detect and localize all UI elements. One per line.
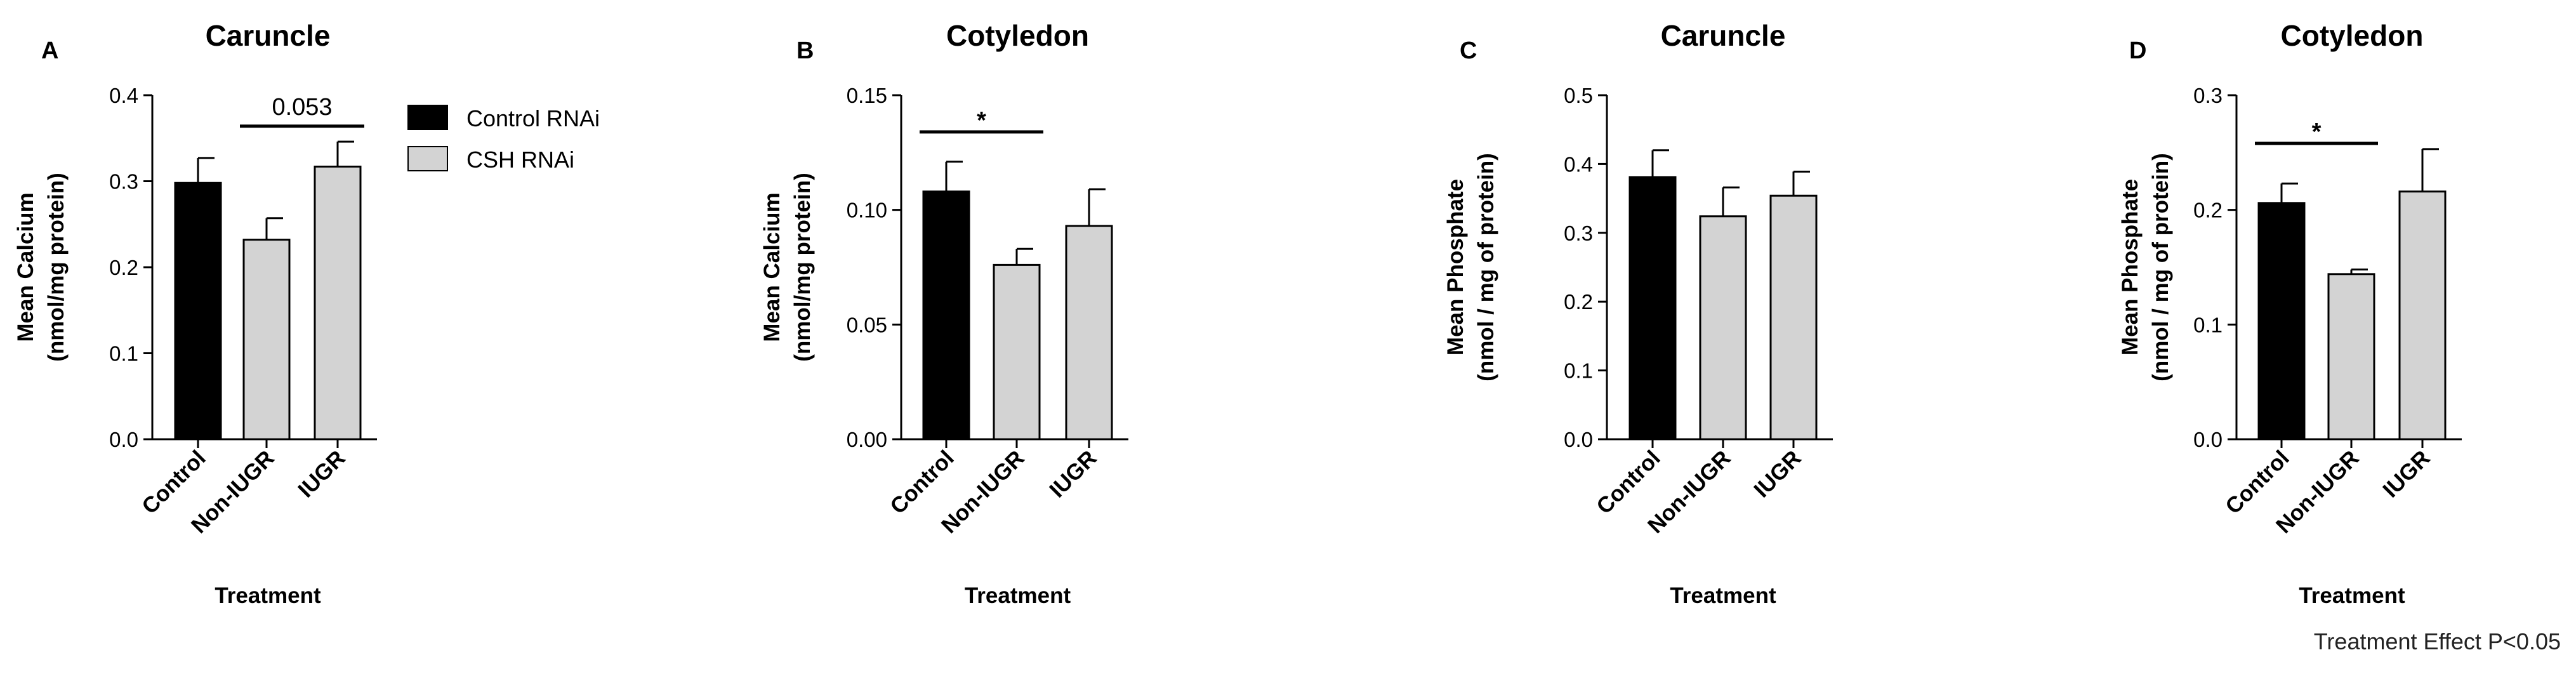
y-axis-label-c: Mean Phosphate: [1443, 179, 1468, 355]
bar-d-non-iugr: [2327, 273, 2375, 441]
bar-d-control: [2257, 202, 2306, 441]
x-tick-label-a-iugr: IUGR: [293, 446, 350, 502]
y-axis-label-units-b: (nmol/mg protein): [790, 173, 815, 361]
y-tick-label-c: 0.2: [1564, 290, 1593, 314]
y-axis-label-b: Mean Calcium: [760, 192, 784, 341]
chart-title-d: Cotyledon: [2281, 19, 2424, 52]
y-tick-label-a: 0.2: [109, 256, 138, 279]
y-tick-label-b: 0.15: [847, 84, 887, 107]
x-axis-label-a: Treatment: [215, 583, 321, 608]
chart-panel-b: B Cotyledon 0.00 0.05 0.10 0.15 Mean Calcium (n…: [760, 19, 1128, 608]
x-tick-label-d-iugr: IUGR: [2378, 446, 2434, 502]
bar-a-control: [174, 182, 222, 441]
panel-letter-b: B: [796, 37, 814, 64]
y-tick-label-b: 0.10: [847, 199, 887, 222]
x-tick-label-b-control: Control: [885, 446, 959, 519]
y-tick-label-a: 0.4: [109, 84, 138, 107]
y-tick-label-c: 0.0: [1564, 428, 1593, 451]
legend-swatch-csh-rnai: [407, 146, 448, 171]
bar-c-non-iugr: [1699, 215, 1747, 441]
y-tick-label-a: 0.3: [109, 170, 138, 194]
y-axis-label-units-c: (nmol / mg of protein): [1474, 153, 1498, 381]
legend-swatch-control-rnai: [407, 105, 448, 130]
x-axis-label-b: Treatment: [965, 583, 1071, 608]
chart-panel-a: A Caruncle 0.0 0.1 0.2 0.3 0.4 Mean Calcium (nmo…: [13, 19, 377, 608]
legend: Control RNAi CSH RNAi: [407, 105, 600, 173]
panel-letter-c: C: [1460, 37, 1477, 64]
x-tick-label-d-control: Control: [2221, 446, 2294, 519]
treatment-effect-note: Treatment Effect P<0.05: [2313, 628, 2561, 654]
y-tick-label-a: 0.1: [109, 342, 138, 366]
y-axis-label-d: Mean Phosphate: [2118, 179, 2143, 355]
panel-letter-d: D: [2129, 37, 2146, 64]
bar-c-control: [1628, 176, 1677, 441]
panel-letter-a: A: [41, 37, 58, 64]
y-tick-label-d: 0.3: [2193, 84, 2223, 107]
y-tick-label-a: 0.0: [109, 428, 138, 451]
bar-a-iugr: [314, 165, 362, 441]
y-tick-label-d: 0.0: [2193, 428, 2223, 451]
y-tick-label-b: 0.00: [847, 428, 887, 451]
y-tick-label-c: 0.5: [1564, 84, 1593, 107]
x-axis-label-c: Treatment: [1670, 583, 1776, 608]
bar-b-control: [922, 190, 970, 441]
y-axis-label-units-a: (nmol/mg protein): [44, 173, 69, 361]
x-axis-label-d: Treatment: [2299, 583, 2405, 608]
legend-label-control-rnai: Control RNAi: [466, 105, 600, 131]
significance-label-d: *: [2312, 119, 2322, 145]
y-tick-label-c: 0.1: [1564, 359, 1593, 383]
bar-c-iugr: [1769, 194, 1818, 441]
x-tick-label-b-iugr: IUGR: [1045, 446, 1101, 502]
legend-label-csh-rnai: CSH RNAi: [466, 147, 574, 173]
bar-d-iugr: [2398, 190, 2447, 441]
bar-b-iugr: [1065, 225, 1113, 441]
chart-panel-d: D Cotyledon 0.0 0.1 0.2 0.3 Mean Phosphate (nmo…: [2118, 19, 2462, 608]
x-tick-label-c-control: Control: [1592, 446, 1665, 519]
bar-a-non-iugr: [242, 239, 291, 441]
y-axis-label-units-d: (nmol / mg of protein): [2148, 153, 2173, 381]
y-tick-label-c: 0.4: [1564, 152, 1593, 176]
x-tick-label-c-iugr: IUGR: [1749, 446, 1806, 502]
significance-label-b: *: [977, 107, 986, 134]
significance-label-a: 0.053: [272, 94, 332, 121]
y-tick-label-c: 0.3: [1564, 222, 1593, 245]
y-tick-label-b: 0.05: [847, 313, 887, 336]
y-tick-label-d: 0.2: [2193, 199, 2223, 222]
chart-panel-c: C Caruncle 0.0 0.1 0.2 0.3 0.4 0.5 Mean Phosphat…: [1443, 19, 1833, 608]
y-axis-label-a: Mean Calcium: [13, 192, 38, 341]
y-tick-label-d: 0.1: [2193, 313, 2223, 336]
chart-title-a: Caruncle: [206, 19, 331, 52]
chart-title-c: Caruncle: [1661, 19, 1786, 52]
bar-b-non-iugr: [993, 263, 1041, 441]
chart-title-b: Cotyledon: [946, 19, 1089, 52]
